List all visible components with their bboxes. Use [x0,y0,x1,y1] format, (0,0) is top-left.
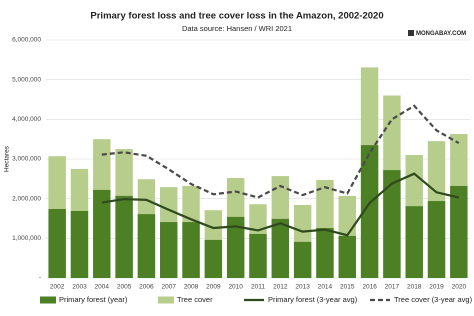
x-tick-label: 2011 [251,284,265,291]
legend-swatch [40,296,56,304]
y-axis-label: Hectares [4,145,11,172]
legend-label: Tree cover (3-year avg) [394,295,473,304]
x-tick-label: 2007 [162,284,177,291]
bar [383,170,401,278]
bar [93,189,111,278]
bar [204,239,223,278]
bar [360,145,379,278]
y-tick-label: 2,000,000 [12,195,41,202]
x-tick-label: 2006 [139,284,154,291]
bar [405,206,423,278]
x-tick-label: 2014 [318,284,333,291]
legend-label: Primary forest (year) [59,295,128,304]
y-tick-label: 4,000,000 [12,116,41,123]
bar [249,233,267,278]
x-tick-label: 2003 [72,284,87,291]
x-tick-label: 2020 [452,284,467,291]
x-tick-label: 2002 [50,284,65,291]
x-tick-label: 2018 [407,284,422,291]
x-tick-label: 2009 [206,284,221,291]
bar [226,216,245,278]
bar [160,222,178,278]
x-tick-label: 2004 [95,284,110,291]
y-tick-label: 5,000,000 [12,76,41,83]
x-tick-label: 2012 [273,284,288,291]
x-tick-label: 2017 [385,284,400,291]
bar [137,214,156,278]
legend-label: Tree cover [177,295,213,304]
bar [70,210,89,278]
chart-subtitle: Data source: Hansen / WRI 2021 [182,24,292,33]
x-tick-label: 2005 [117,284,132,291]
x-tick-label: 2016 [362,284,377,291]
line [101,104,460,199]
bar [182,222,200,278]
bar [338,235,356,278]
x-tick-label: 2019 [429,284,444,291]
logo-icon [408,30,414,36]
y-tick-label: 1,000,000 [12,235,41,242]
x-tick-label: 2013 [295,284,310,291]
bar [48,208,66,278]
x-tick-label: 2010 [228,284,243,291]
y-tick-label: 6,000,000 [12,37,41,44]
y-tick-label: 3,000,000 [12,156,41,163]
bar [316,228,334,278]
bar [427,201,446,278]
y-tick-label: - [39,275,41,282]
bar [450,185,468,278]
line [101,172,460,237]
bar [115,195,133,278]
bar [293,241,312,278]
x-tick-label: 2015 [340,284,355,291]
chart-title: Primary forest loss and tree cover loss … [90,11,383,22]
logo: MONGABAY.COM [416,31,466,37]
legend-label: Primary forest (3-year avg) [268,295,358,304]
bar [271,218,290,278]
x-tick-label: 2008 [184,284,199,291]
legend-swatch [158,296,174,304]
